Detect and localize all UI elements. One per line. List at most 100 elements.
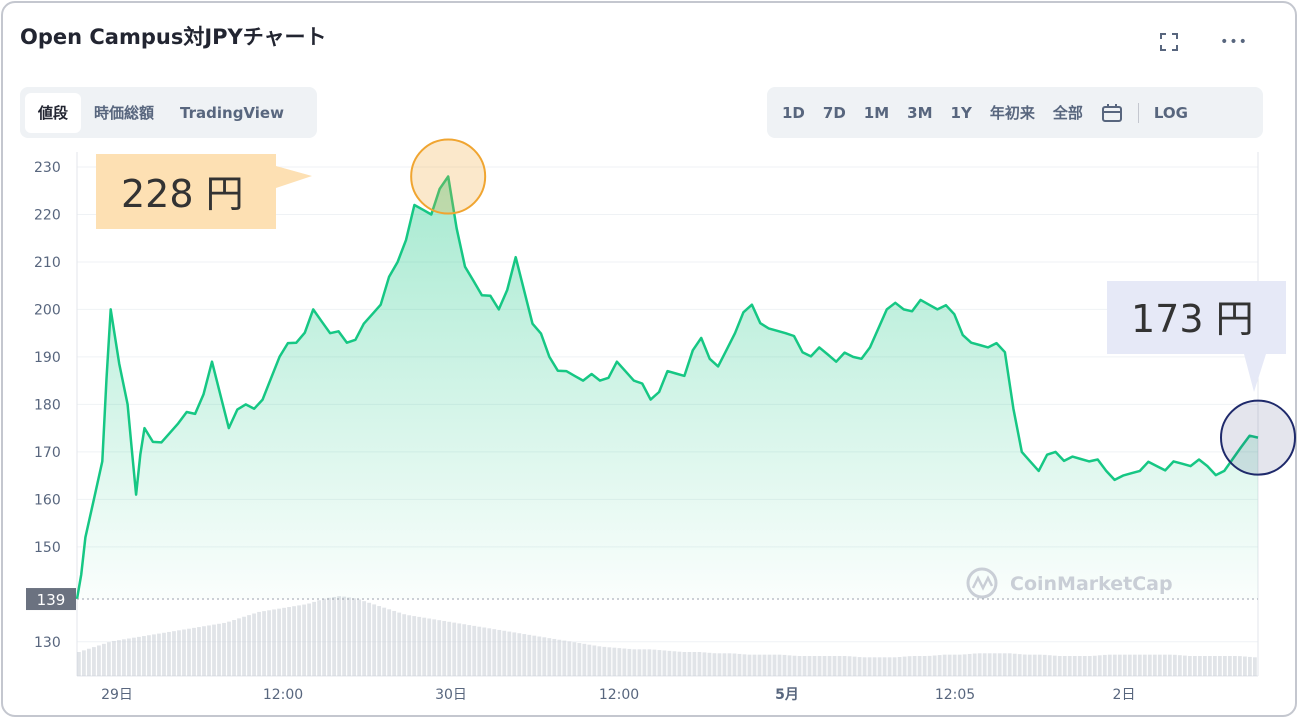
volume-bar (487, 628, 492, 676)
volume-bar (1092, 655, 1097, 676)
volume-bar (582, 643, 587, 676)
volume-bar (697, 652, 702, 676)
volume-bar (1232, 656, 1237, 676)
volume-bar (482, 627, 487, 676)
volume-bar (267, 610, 271, 676)
volume-bar (962, 654, 967, 676)
volume-bar (172, 631, 176, 676)
volume-bar (937, 655, 942, 676)
volume-bar (1252, 657, 1257, 676)
volume-bar (387, 609, 392, 676)
volume-bar (452, 622, 457, 676)
volume-bar (1122, 654, 1127, 676)
volume-bar (307, 603, 311, 676)
range-1y[interactable]: 1Y (950, 103, 972, 122)
y-tick-label: 130 (34, 635, 61, 651)
volume-bar (647, 649, 652, 676)
volume-bar (507, 631, 512, 676)
y-tick-label: 220 (34, 207, 61, 223)
volume-bar (682, 652, 687, 676)
volume-bar (842, 656, 847, 676)
volume-bar (537, 636, 542, 676)
volume-bar (342, 596, 347, 676)
volume-bar (652, 649, 657, 676)
volume-bar (1022, 654, 1027, 676)
tab-price[interactable]: 値段 (25, 92, 82, 133)
volume-bar (202, 626, 206, 676)
log-toggle[interactable]: LOG (1153, 103, 1188, 122)
volume-bar (772, 654, 777, 676)
volume-bar (477, 626, 482, 676)
range-1m[interactable]: 1M (863, 103, 890, 122)
volume-bar (837, 656, 842, 676)
volume-bar (347, 597, 352, 676)
expand-icon[interactable] (1154, 27, 1184, 57)
volume-bar (712, 653, 717, 676)
tab-market-cap[interactable]: 時価総額 (94, 104, 155, 122)
x-tick-label: 12:00 (263, 687, 303, 703)
volume-bar (462, 624, 467, 676)
range-all[interactable]: 全部 (1052, 104, 1083, 122)
y-tick-label: 170 (34, 445, 61, 461)
volume-bar (882, 657, 887, 676)
calendar-icon[interactable] (1092, 95, 1132, 131)
volume-bar (607, 647, 612, 676)
volume-bar (492, 629, 497, 676)
volume-bar (957, 654, 962, 676)
x-tick-label: 5月 (775, 687, 799, 703)
volume-bar (182, 629, 186, 676)
range-3m[interactable]: 3M (907, 103, 933, 122)
volume-bar (702, 652, 707, 676)
volume-bar (1127, 654, 1132, 676)
volume-bar (792, 655, 797, 676)
volume-bar (592, 645, 597, 676)
y-tick-label: 180 (34, 397, 61, 413)
volume-bar (862, 657, 867, 676)
volume-bar (382, 607, 387, 676)
volume-bar (1237, 656, 1242, 676)
volume-bar (112, 640, 116, 676)
volume-bar (787, 655, 792, 676)
tab-tradingview[interactable]: TradingView (180, 103, 284, 122)
volume-bar (967, 653, 972, 676)
volume-bar (1037, 654, 1042, 676)
more-icon[interactable]: ••• (1220, 34, 1248, 50)
volume-bar (337, 596, 342, 676)
volume-bar (1047, 655, 1052, 676)
volume-bar (517, 633, 522, 676)
volume-bar (847, 656, 852, 676)
volume-bar (867, 657, 872, 676)
volume-bar (917, 656, 922, 676)
volume-bar (637, 649, 642, 676)
y-tick-label: 160 (34, 492, 61, 508)
volume-bar (547, 638, 552, 676)
volume-bar (92, 647, 96, 676)
volume-bar (982, 653, 987, 676)
x-tick-label: 29日 (101, 687, 133, 703)
baseline-marker: 139 (26, 588, 1258, 611)
volume-bar (212, 624, 216, 676)
volume-bar (812, 656, 817, 676)
volume-bar (892, 657, 897, 676)
volume-bar (777, 654, 782, 676)
volume-bar (457, 623, 462, 676)
volume-bar (822, 656, 827, 676)
volume-bar (567, 641, 572, 676)
volume-bar (1052, 655, 1057, 676)
volume-bar (237, 618, 241, 676)
volume-bar (832, 656, 837, 676)
range-7d[interactable]: 7D (822, 103, 846, 122)
volume-bar (572, 642, 577, 676)
volume-bar (687, 652, 692, 676)
range-ytd[interactable]: 年初来 (989, 104, 1035, 122)
volume-bar (827, 656, 832, 676)
volume-bar (732, 653, 737, 676)
volume-bar (542, 637, 547, 676)
x-tick-label: 12:05 (935, 687, 975, 703)
volume-bar (177, 630, 181, 676)
volume-bar (107, 642, 111, 676)
volume-bar (282, 607, 286, 676)
volume-bar (612, 647, 617, 676)
range-1d[interactable]: 1D (782, 103, 805, 122)
